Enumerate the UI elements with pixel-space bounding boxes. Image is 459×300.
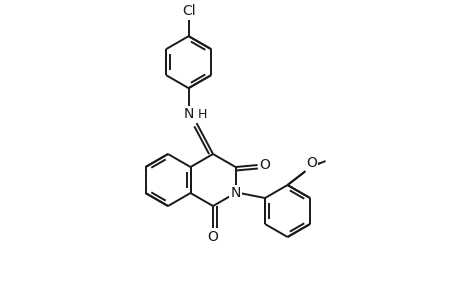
Text: O: O <box>259 158 270 172</box>
Text: Cl: Cl <box>181 4 195 18</box>
Text: O: O <box>207 230 218 244</box>
Text: N: N <box>230 186 240 200</box>
Text: methoxy_label: methoxy_label <box>326 160 336 162</box>
Text: methoxy: methoxy <box>322 158 328 160</box>
Text: O: O <box>306 156 317 170</box>
Text: N: N <box>183 107 193 121</box>
Text: H: H <box>197 108 207 121</box>
